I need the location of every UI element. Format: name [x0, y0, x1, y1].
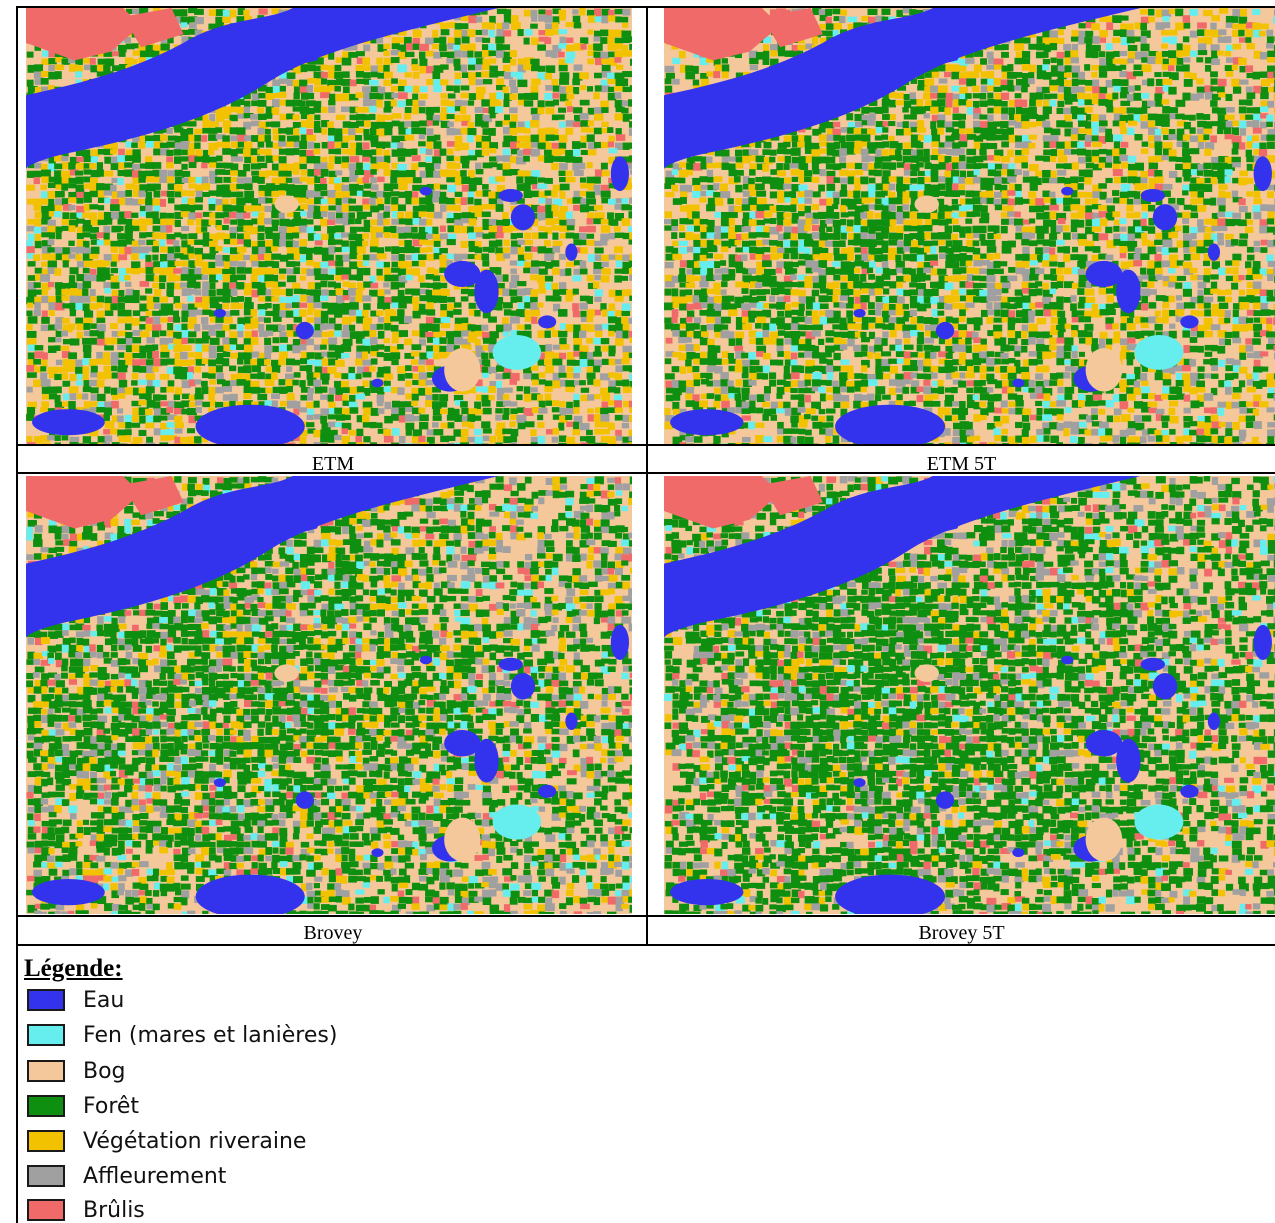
legend-item-eau: Eau	[27, 987, 124, 1013]
legend-item-foret: Forêt	[27, 1093, 139, 1119]
legend-item-bog: Bog	[27, 1058, 126, 1084]
legend-label: Végétation riveraine	[83, 1128, 307, 1154]
table-rule	[16, 472, 1275, 474]
map-brovey-5t	[664, 476, 1275, 914]
caption-brovey-5t: Brovey 5T	[918, 922, 1005, 944]
table-rule	[646, 6, 648, 946]
legend-label: Affleurement	[83, 1163, 227, 1189]
table-border-left	[16, 6, 18, 1223]
legend-swatch-foret	[27, 1095, 65, 1117]
legend-swatch-fen	[27, 1024, 65, 1046]
legend-item-brulis: Brûlis	[27, 1197, 145, 1223]
legend-swatch-affleurement	[27, 1165, 65, 1187]
table-rule	[16, 444, 1275, 446]
map-etm-5t	[664, 8, 1275, 444]
map-etm	[26, 8, 632, 444]
legend-label: Fen (mares et lanières)	[83, 1022, 338, 1048]
figure-table	[16, 6, 1275, 1223]
table-rule	[16, 944, 1275, 946]
caption-etm-5t: ETM 5T	[926, 453, 997, 475]
legend-swatch-bog	[27, 1060, 65, 1082]
legend-label: Bog	[83, 1058, 126, 1084]
legend-label: Brûlis	[83, 1197, 145, 1223]
caption-brovey: Brovey	[303, 922, 363, 944]
legend-label: Forêt	[83, 1093, 140, 1119]
legend-item-vegetation-riveraine: Végétation riveraine	[27, 1128, 306, 1154]
table-rule	[16, 915, 1275, 917]
legend-item-affleurement: Affleurement	[27, 1163, 226, 1189]
legend-item-fen: Fen (mares et lanières)	[27, 1022, 337, 1048]
map-brovey	[26, 476, 632, 914]
legend-title: Légende:	[24, 955, 123, 982]
table-border-top	[16, 6, 1275, 8]
caption-etm: ETM	[311, 453, 355, 475]
legend-label: Eau	[83, 987, 125, 1013]
legend-swatch-eau	[27, 989, 65, 1011]
legend-swatch-vegetation-riveraine	[27, 1130, 65, 1152]
legend-swatch-brulis	[27, 1199, 65, 1221]
